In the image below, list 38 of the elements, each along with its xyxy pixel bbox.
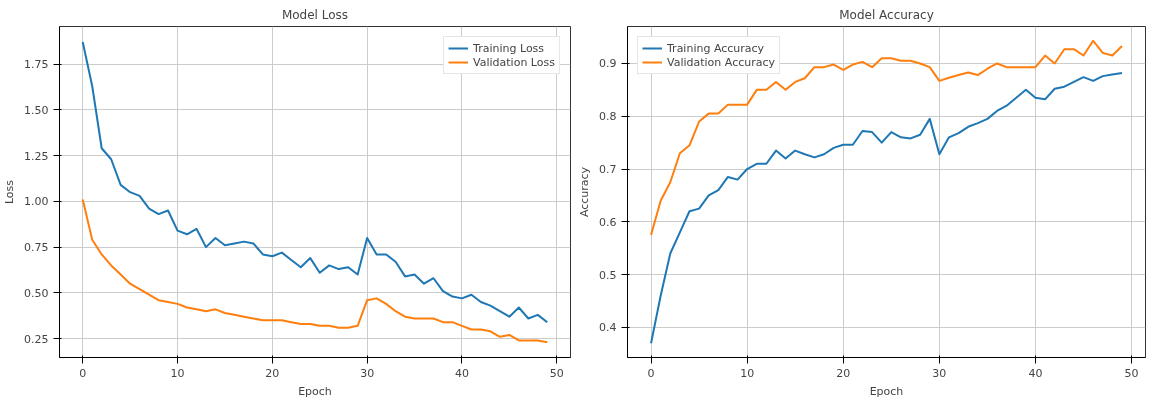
x-tick-label: 40 xyxy=(454,366,469,380)
y-axis-title: Loss xyxy=(3,179,17,205)
x-tick-label: 40 xyxy=(1028,366,1043,380)
x-tick-label: 0 xyxy=(647,366,655,380)
y-tick-label: 0.75 xyxy=(24,241,49,255)
y-tick-label: 0.6 xyxy=(599,215,617,229)
legend-label: Training Loss xyxy=(473,41,545,55)
y-tick-label: 1.00 xyxy=(24,195,49,209)
x-tick-label: 30 xyxy=(932,366,947,380)
x-tick-label: 20 xyxy=(265,366,280,380)
legend-label: Validation Loss xyxy=(473,55,555,69)
chart-title: Model Loss xyxy=(281,7,349,22)
y-tick-label: 0.7 xyxy=(599,163,617,177)
line-series xyxy=(650,39,1123,237)
y-tick-label: 0.9 xyxy=(599,57,617,71)
chart-title: Model Accuracy xyxy=(839,7,934,22)
y-axis-title: Accuracy xyxy=(578,166,592,218)
legend-label: Training Accuracy xyxy=(667,41,765,55)
line-series xyxy=(650,71,1123,345)
y-tick-label: 0.4 xyxy=(599,321,617,335)
y-tick-label: 0.5 xyxy=(599,268,617,282)
x-tick-label: 0 xyxy=(79,366,87,380)
y-tick-label: 1.25 xyxy=(24,149,49,163)
x-tick-label: 50 xyxy=(549,366,564,380)
y-tick-label: 1.75 xyxy=(24,58,49,72)
x-axis-title: Epoch xyxy=(298,384,332,398)
y-tick-label: 1.50 xyxy=(24,103,49,117)
x-tick-label: 30 xyxy=(360,366,375,380)
x-tick-label: 10 xyxy=(740,366,755,380)
x-axis-title: Epoch xyxy=(869,384,904,398)
line-series xyxy=(81,198,549,344)
legend-label: Validation Accuracy xyxy=(667,55,776,69)
y-tick-label: 0.25 xyxy=(24,332,49,346)
x-tick-label: 50 xyxy=(1124,366,1139,380)
y-tick-label: 0.50 xyxy=(24,286,49,300)
x-tick-label: 20 xyxy=(836,366,851,380)
x-tick-label: 10 xyxy=(170,366,185,380)
y-tick-label: 0.8 xyxy=(599,110,617,124)
